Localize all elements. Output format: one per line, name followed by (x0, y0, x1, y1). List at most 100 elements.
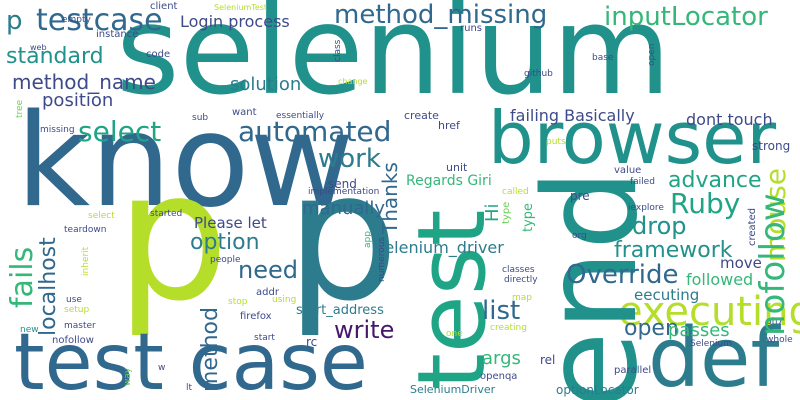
word-map: map (512, 293, 532, 303)
word-master: master (64, 321, 96, 331)
word-framework: framework (614, 238, 733, 263)
word-move: move (720, 254, 762, 272)
word-please-let: Please let (194, 214, 267, 232)
word-way: way (123, 367, 133, 386)
word-list: list (482, 296, 521, 326)
word-app: app (363, 231, 373, 248)
word-implementation: implementation (308, 187, 380, 197)
word-empty: empty (62, 15, 91, 25)
word-start-address: start_address (296, 303, 384, 318)
word-thanks: Thanks (378, 162, 402, 234)
word-selenium: selenium (116, 0, 671, 122)
word-select: select (78, 115, 162, 148)
word-drop: drop (632, 212, 687, 240)
word-work: work (318, 144, 381, 174)
word-class: class (333, 39, 343, 62)
word-testcase: testcase (36, 3, 163, 38)
word-github: github (524, 69, 553, 79)
word-method-missing: method_missing (334, 0, 548, 30)
word-login-process: Login process (180, 12, 290, 31)
word-method-name: method_name (12, 70, 156, 94)
word-instance: instance (96, 29, 139, 40)
word-failed: failed (630, 177, 655, 187)
word-method: method (198, 307, 223, 392)
word-localhost: localhost (36, 237, 61, 336)
word-type-small: type (501, 201, 512, 224)
word-selenium-driver-class: SeleniumDriver (410, 383, 496, 396)
word-runs: runs (460, 23, 482, 34)
word-solution: solution (230, 74, 302, 95)
word-def: def (648, 311, 780, 400)
word-create: create (404, 109, 439, 122)
word-started: started (150, 209, 183, 219)
word-passes: passes (668, 320, 730, 341)
word-people: people (210, 255, 241, 265)
word-ph7: ph7 (766, 317, 784, 327)
word-use: use (66, 295, 82, 305)
word-selenium-driver: selenium_driver (376, 238, 504, 257)
word-need: need (238, 256, 298, 284)
word-option: option (190, 230, 260, 255)
word-creating: creating (490, 323, 527, 333)
word-ruby: Ruby (670, 187, 741, 220)
word-inherit: inherit (81, 246, 91, 276)
word-firefox: firefox (240, 311, 272, 322)
word-base: base (592, 53, 614, 63)
word-value: value (614, 165, 642, 176)
word-rel: rel (540, 353, 556, 367)
word-automated: automated (238, 115, 392, 148)
word-setup: setup (64, 305, 90, 315)
word-lt: lt (186, 383, 193, 393)
word-position: position (42, 90, 114, 111)
word-addr: addr (256, 287, 279, 298)
word-selenium-small: Selenium (690, 339, 732, 349)
word-standard: standard (6, 44, 104, 69)
word-open: open (624, 316, 679, 341)
word-p-large: p (116, 133, 229, 340)
word-numerous: numerous (377, 236, 387, 282)
word-option-locator: optionLocator (556, 383, 639, 397)
word-sub: sub (192, 113, 209, 123)
word-input-locator: inputLocator (604, 2, 768, 32)
word-browser: browser (488, 96, 777, 180)
word-know: know (16, 87, 355, 236)
word-eecuting: eecuting (634, 286, 700, 304)
word-openqa: openqa (480, 371, 518, 382)
word-override: Override (566, 260, 679, 290)
word-parallel: parallel (614, 365, 652, 376)
word-write: write (334, 316, 395, 344)
word-called: called (502, 187, 529, 197)
word-selenium-test: SeleniumTest (214, 3, 268, 12)
word-strong: strong (752, 139, 791, 153)
word-stop: stop (228, 297, 248, 307)
word-nofollow: nofollow (52, 335, 94, 346)
word-start: start (254, 333, 275, 343)
word-missing: missing (40, 125, 75, 135)
word-w: w (158, 363, 166, 373)
word-pre: pre (570, 189, 590, 203)
word-p-small: p (6, 6, 23, 36)
word-args: args (482, 348, 521, 369)
word-want: want (232, 107, 257, 118)
word-href: href (438, 119, 460, 132)
word-code: code (146, 49, 171, 60)
word-rc: rc (306, 335, 318, 349)
word-fails: fails (5, 246, 40, 308)
word-unit: unit (446, 161, 468, 174)
word-nofollow-vertical: nofollow (753, 193, 793, 336)
word-select-small: select (88, 211, 115, 221)
word-new: new (20, 325, 39, 335)
word-whole: whole (766, 335, 793, 345)
word-iexplore: iexplore (628, 203, 664, 213)
word-failing-basically: failing Basically (510, 106, 635, 125)
word-type: type (521, 202, 536, 232)
word-tree: tree (15, 99, 25, 118)
word-created: created (747, 207, 758, 246)
word-essentially: essentially (276, 111, 325, 121)
word-manually: manually (302, 198, 386, 219)
word-change: change (338, 77, 368, 86)
word-test-case: test case (14, 318, 368, 400)
word-open-small: open (647, 43, 657, 66)
word-dont-touch: dont touch (686, 110, 773, 129)
